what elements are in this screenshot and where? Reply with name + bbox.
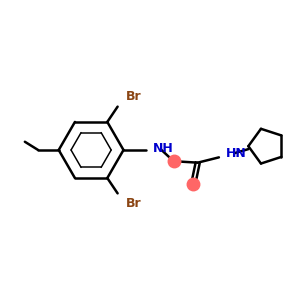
Text: Br: Br — [126, 197, 142, 210]
Text: NH: NH — [153, 142, 174, 155]
Text: Br: Br — [126, 90, 142, 103]
Text: O: O — [189, 179, 198, 189]
Text: HN: HN — [226, 147, 247, 160]
